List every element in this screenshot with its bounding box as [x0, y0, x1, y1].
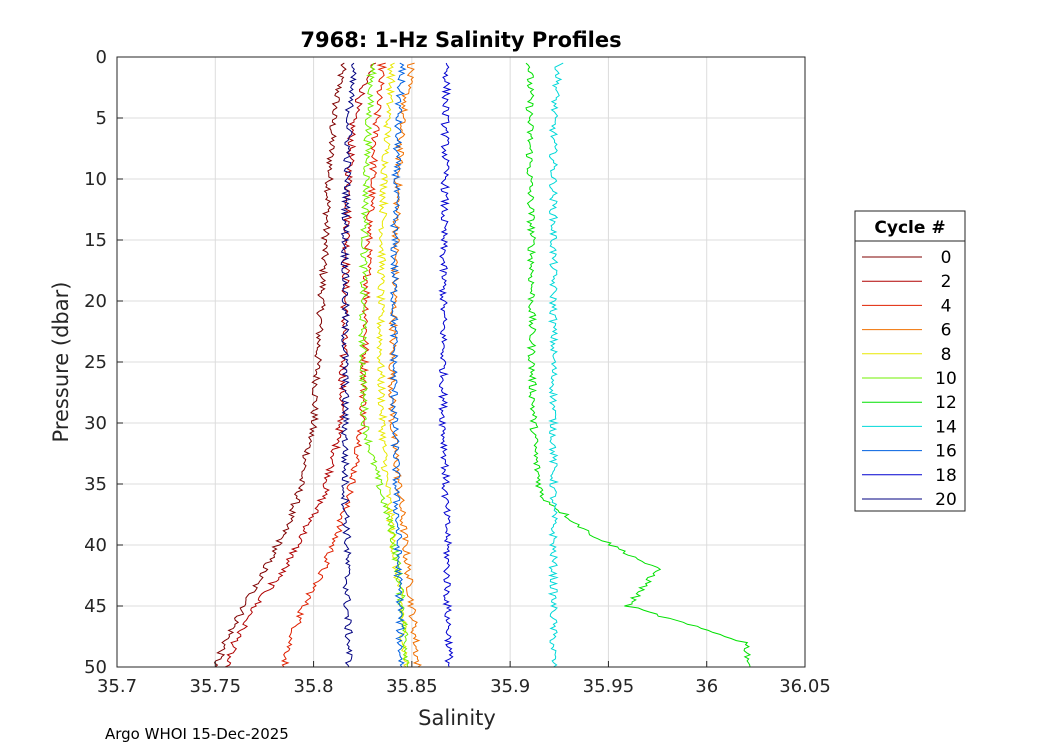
legend-label-8: 8 — [941, 345, 952, 365]
legend-label-14: 14 — [935, 417, 957, 437]
y-tick-label: 15 — [84, 230, 107, 251]
legend-title: Cycle # — [874, 218, 945, 238]
x-axis-label: Salinity — [418, 706, 496, 730]
series-line-cycle-10 — [357, 62, 409, 668]
legend-entries: 0 2 4 6 8 10 12 14 16 18 20 — [862, 248, 957, 510]
y-tick-label: 20 — [84, 291, 107, 312]
series-layer — [213, 62, 752, 668]
y-axis-label: Pressure (dbar) — [49, 282, 73, 443]
series-line-cycle-16 — [389, 62, 407, 668]
legend-label-16: 16 — [935, 442, 957, 462]
legend-label-6: 6 — [941, 321, 952, 341]
y-tick-label: 40 — [84, 535, 107, 556]
legend-label-12: 12 — [935, 393, 957, 413]
x-tick-label: 35.9 — [490, 676, 530, 697]
y-tick-label: 25 — [84, 352, 107, 373]
series-line-cycle-18 — [437, 62, 454, 668]
legend-label-18: 18 — [935, 466, 957, 486]
legend-label-0: 0 — [941, 248, 952, 268]
y-tick-label: 10 — [84, 169, 107, 190]
y-tick-label: 0 — [96, 47, 107, 68]
chart-title: 7968: 1-Hz Salinity Profiles — [300, 28, 621, 52]
legend-label-10: 10 — [935, 369, 957, 389]
series-line-cycle-0 — [213, 62, 347, 668]
series-line-cycle-12 — [525, 62, 752, 668]
series-line-cycle-2 — [224, 62, 377, 668]
y-tick-label: 45 — [84, 596, 107, 617]
legend-label-2: 2 — [941, 272, 952, 292]
legend-box — [854, 210, 966, 512]
ticks: 35.7 35.75 35.8 35.85 35.9 35.95 36 36.05 0 5 10 15… — [84, 47, 831, 697]
y-tick-label: 30 — [84, 413, 107, 434]
x-tick-label: 36 — [695, 676, 718, 697]
legend-label-20: 20 — [935, 490, 957, 510]
x-tick-label: 35.85 — [386, 676, 438, 697]
y-tick-label: 50 — [84, 657, 107, 678]
y-tick-label: 5 — [96, 108, 107, 129]
x-tick-label: 35.75 — [190, 676, 242, 697]
x-tick-label: 35.7 — [97, 676, 137, 697]
series-line-cycle-8 — [375, 62, 411, 668]
legend-label-4: 4 — [941, 296, 952, 316]
y-tick-label: 35 — [84, 474, 107, 495]
legend: Cycle # 0 2 4 6 8 10 12 14 16 18 20 — [854, 210, 966, 512]
series-line-cycle-20 — [339, 62, 357, 668]
x-tick-label: 36.05 — [779, 676, 831, 697]
footer-credit: Argo WHOI 15-Dec-2025 — [105, 725, 289, 743]
series-line-cycle-14 — [547, 62, 564, 668]
x-tick-label: 35.95 — [583, 676, 635, 697]
x-tick-label: 35.8 — [294, 676, 334, 697]
